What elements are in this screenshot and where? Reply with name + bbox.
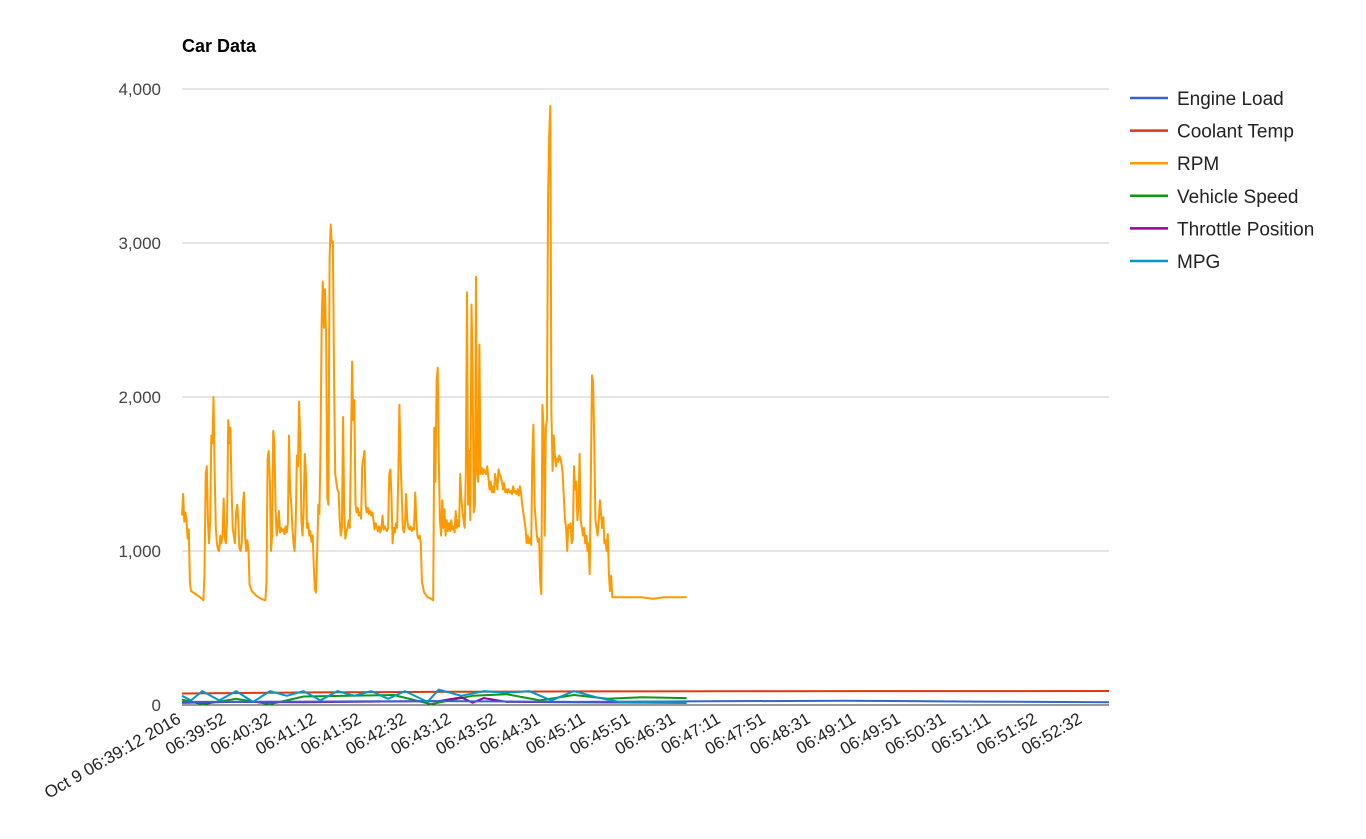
legend-label: RPM <box>1177 154 1219 175</box>
legend: Engine Load Coolant Temp RPM Vehicle Speed T… <box>1130 89 1314 273</box>
x-axis: Oct 9 06:39:12 201606:39:5206:40:3206:41… <box>41 709 1085 802</box>
legend-label: Coolant Temp <box>1177 122 1294 143</box>
legend-label: Throttle Position <box>1177 219 1314 240</box>
x-tick-label: Oct 9 06:39:12 2016 <box>41 709 184 802</box>
series-line-coolant-temp <box>181 690 1110 695</box>
legend-label: Vehicle Speed <box>1177 187 1299 208</box>
y-tick-label: 0 <box>152 696 161 715</box>
legend-label: MPG <box>1177 252 1220 273</box>
chart-title: Car Data <box>182 36 257 56</box>
y-tick-label: 4,000 <box>118 80 161 99</box>
series-line-rpm <box>181 104 687 602</box>
plot-area <box>181 104 1110 706</box>
y-tick-label: 1,000 <box>118 542 161 561</box>
legend-label: Engine Load <box>1177 89 1284 110</box>
grid-lines <box>182 88 1109 706</box>
y-axis: 0 1,000 2,000 3,000 4,000 <box>118 80 161 715</box>
y-tick-label: 2,000 <box>118 388 161 407</box>
series-line-mpg <box>181 688 687 703</box>
y-tick-label: 3,000 <box>118 234 161 253</box>
